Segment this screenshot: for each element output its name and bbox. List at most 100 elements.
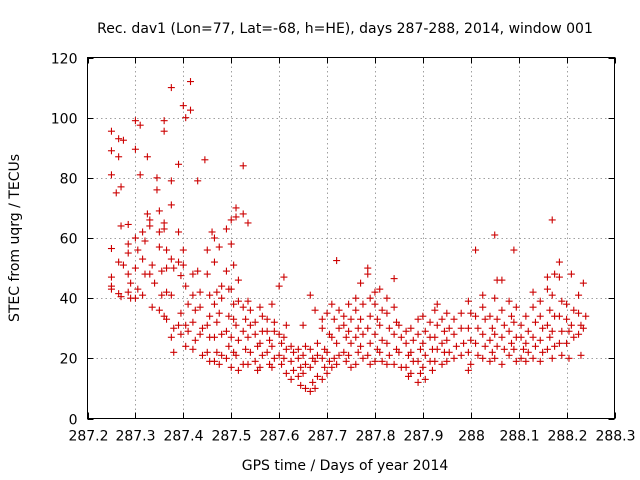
data-point — [282, 321, 290, 329]
data-point — [251, 330, 259, 338]
x-tick-label: 288 — [458, 429, 485, 445]
data-point — [270, 327, 278, 335]
data-point — [218, 282, 226, 290]
data-point — [328, 333, 336, 341]
data-point — [443, 357, 451, 365]
data-point — [522, 357, 530, 365]
data-point — [359, 330, 367, 338]
y-tick-label: 40 — [60, 292, 78, 308]
data-point — [551, 342, 559, 350]
data-point — [318, 324, 326, 332]
data-point — [177, 272, 185, 280]
data-point — [251, 357, 259, 365]
data-point — [570, 306, 578, 314]
data-point — [163, 315, 171, 323]
data-point — [359, 300, 367, 308]
data-point — [558, 327, 566, 335]
data-point — [395, 321, 403, 329]
data-point — [270, 354, 278, 362]
data-point — [311, 384, 319, 392]
data-point — [450, 315, 458, 323]
data-point — [498, 333, 506, 341]
data-point — [117, 293, 125, 301]
data-point — [107, 127, 115, 135]
data-point — [275, 330, 283, 338]
data-point — [163, 288, 171, 296]
data-point — [184, 300, 192, 308]
data-point — [486, 336, 494, 344]
data-point — [251, 318, 259, 326]
data-point — [215, 360, 223, 368]
data-point — [323, 369, 331, 377]
data-point — [182, 342, 190, 350]
data-point — [546, 333, 554, 341]
data-point — [345, 300, 353, 308]
data-point — [493, 315, 501, 323]
data-point — [582, 312, 590, 320]
data-point — [124, 288, 132, 296]
data-point — [464, 324, 472, 332]
y-tick-label: 0 — [69, 413, 78, 429]
data-point — [175, 160, 183, 168]
data-point — [203, 321, 211, 329]
data-point — [555, 339, 563, 347]
data-point — [306, 363, 314, 371]
data-point — [383, 339, 391, 347]
data-point — [445, 324, 453, 332]
data-point — [187, 78, 195, 86]
data-point — [215, 243, 223, 251]
data-point — [210, 300, 218, 308]
x-tick-label: 287.6 — [259, 429, 299, 445]
data-point — [376, 348, 384, 356]
data-point — [433, 345, 441, 353]
data-point — [575, 330, 583, 338]
data-point — [268, 342, 276, 350]
data-point — [378, 357, 386, 365]
data-point — [548, 327, 556, 335]
data-point — [507, 312, 515, 320]
data-point — [167, 255, 175, 263]
data-point — [282, 369, 290, 377]
data-point — [419, 339, 427, 347]
data-point — [167, 84, 175, 92]
data-point — [493, 342, 501, 350]
data-point — [364, 351, 372, 359]
data-point — [131, 264, 139, 272]
data-point — [143, 210, 151, 218]
data-point — [107, 245, 115, 253]
data-point — [323, 309, 331, 317]
data-point — [294, 354, 302, 362]
data-point — [222, 267, 230, 275]
data-point — [139, 255, 147, 263]
data-point — [177, 309, 185, 317]
data-point — [146, 216, 154, 224]
data-point — [163, 246, 171, 254]
data-point — [366, 294, 374, 302]
x-axis-label: GPS time / Days of year 2014 — [242, 458, 449, 474]
data-point — [352, 306, 360, 314]
data-point — [306, 291, 314, 299]
data-point — [357, 279, 365, 287]
data-point — [479, 354, 487, 362]
data-point — [244, 219, 252, 227]
data-point — [107, 285, 115, 293]
data-point — [189, 291, 197, 299]
data-point — [184, 327, 192, 335]
data-point — [246, 306, 254, 314]
data-point — [555, 258, 563, 266]
data-point — [239, 210, 247, 218]
data-point — [278, 339, 286, 347]
data-point — [263, 327, 271, 335]
data-point — [579, 324, 587, 332]
data-point — [232, 204, 240, 212]
data-point — [290, 366, 298, 374]
data-point — [266, 336, 274, 344]
data-point — [421, 351, 429, 359]
data-point — [352, 333, 360, 341]
data-point — [428, 366, 436, 374]
data-point — [136, 121, 144, 129]
data-point — [275, 351, 283, 359]
data-point — [402, 327, 410, 335]
data-point — [340, 321, 348, 329]
data-point — [124, 240, 132, 248]
